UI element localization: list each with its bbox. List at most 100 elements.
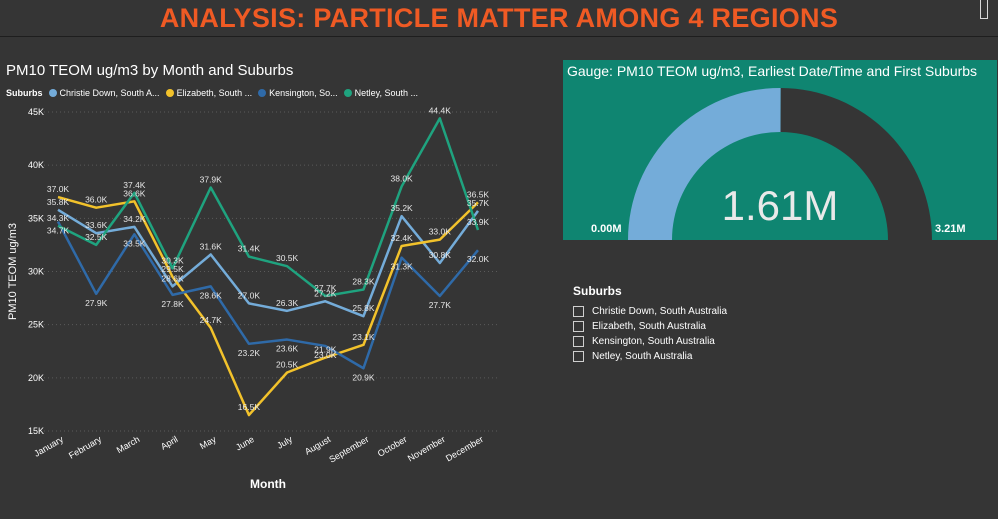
y-tick-label: 35K xyxy=(28,213,44,223)
scroll-handle[interactable] xyxy=(980,0,988,19)
line-chart[interactable]: 15K 20K 25K 30K 35K 40K 45K PM10 TEOM ug/m3 Janu… xyxy=(0,100,540,519)
legend-item-christie[interactable]: Christie Down, South A... xyxy=(48,88,160,98)
gauge-value-label: 1.61M xyxy=(722,182,839,229)
data-label: 34.7K xyxy=(47,226,70,236)
y-tick-label: 25K xyxy=(28,320,44,330)
x-tick-label: December xyxy=(444,434,485,463)
data-label: 23.1K xyxy=(352,332,375,342)
data-label: 36.0K xyxy=(85,195,108,205)
data-label: 27.0K xyxy=(238,290,261,300)
series-line-kensington xyxy=(56,220,479,370)
data-label: 26.3K xyxy=(276,298,299,308)
data-label: 31.6K xyxy=(200,241,223,251)
data-label: 34.3K xyxy=(47,213,70,223)
data-label: 35.8K xyxy=(47,197,70,207)
data-label: 33.6K xyxy=(85,220,108,230)
y-tick-label: 40K xyxy=(28,160,44,170)
series-line-netley xyxy=(57,117,480,298)
data-label: 32.5K xyxy=(85,232,108,242)
gauge-chart: 1.61M 0.00M 3.21M xyxy=(591,88,966,240)
x-tick-label: September xyxy=(327,434,370,465)
legend-title: Suburbs xyxy=(6,88,43,98)
slicer-item-label: Christie Down, South Australia xyxy=(592,306,728,317)
x-tick-label: October xyxy=(376,434,409,459)
y-tick-label: 30K xyxy=(28,267,44,277)
slicer-item-christie[interactable]: Christie Down, South Australia xyxy=(573,304,727,319)
legend-label: Kensington, So... xyxy=(269,88,338,98)
data-label: 25.8K xyxy=(352,303,375,313)
slicer-item-kensington[interactable]: Kensington, South Australia xyxy=(573,334,727,349)
data-label: 28.3K xyxy=(352,277,375,287)
data-label: 23.2K xyxy=(238,348,261,358)
data-label: 21.9K xyxy=(314,345,337,355)
data-label: 16.5K xyxy=(238,402,261,412)
data-label: 35.2K xyxy=(391,203,414,213)
data-label: 32.4K xyxy=(391,233,414,243)
data-label: 20.5K xyxy=(276,360,299,370)
data-label: 30.5K xyxy=(276,253,299,263)
y-axis-title: PM10 TEOM ug/m3 xyxy=(7,223,19,320)
slicer-item-label: Netley, South Australia xyxy=(592,351,693,362)
x-tick-label: July xyxy=(275,434,294,451)
legend-dot xyxy=(258,89,267,97)
slicer-item-label: Elizabeth, South Australia xyxy=(592,321,706,332)
x-tick-label: June xyxy=(234,434,256,452)
gauge-value-arc xyxy=(628,88,781,240)
data-label: 31.3K xyxy=(391,262,414,272)
legend-item-kensington[interactable]: Kensington, So... xyxy=(258,88,338,98)
data-label: 24.7K xyxy=(200,315,223,325)
suburbs-slicer: Suburbs Christie Down, South Australia E… xyxy=(573,284,727,364)
data-label: 29.5K xyxy=(161,264,184,274)
data-label: 35.7K xyxy=(467,198,490,208)
gauge-track-arc xyxy=(780,88,932,240)
data-label: 37.0K xyxy=(47,184,70,194)
data-label: 38.0K xyxy=(391,173,414,183)
data-label: 27.9K xyxy=(85,298,108,308)
data-label: 20.9K xyxy=(352,372,375,382)
legend-dot xyxy=(343,89,352,97)
checkbox[interactable] xyxy=(573,336,584,347)
data-label: 37.9K xyxy=(200,174,223,184)
checkbox[interactable] xyxy=(573,321,584,332)
data-label: 23.0K xyxy=(314,350,337,360)
title-bar: ANALYSIS: PARTICLE MATTER AMONG 4 REGION… xyxy=(0,0,998,37)
gauge-panel[interactable]: 1.61M 0.00M 3.21M Gauge: PM10 TEOM ug/m3, … xyxy=(563,60,997,240)
legend-label: Christie Down, South A... xyxy=(59,88,160,98)
data-label: 30.3K xyxy=(161,255,184,265)
y-tick-label: 15K xyxy=(28,426,44,436)
data-label: 27.7K xyxy=(314,283,337,293)
data-label: 27.7K xyxy=(429,300,452,310)
line-chart-title: PM10 TEOM ug/m3 by Month and Suburbs xyxy=(6,62,294,79)
checkbox[interactable] xyxy=(573,306,584,317)
x-axis-title: Month xyxy=(250,477,286,491)
legend-dot xyxy=(48,89,57,97)
page-title: ANALYSIS: PARTICLE MATTER AMONG 4 REGION… xyxy=(159,3,839,33)
slicer-title: Suburbs xyxy=(573,284,622,298)
x-tick-label: January xyxy=(32,434,65,459)
x-tick-label: August xyxy=(303,434,333,457)
x-tick-label: November xyxy=(406,434,447,463)
gauge-max-label: 3.21M xyxy=(935,223,966,235)
legend-label: Elizabeth, South ... xyxy=(176,88,253,98)
slicer-item-label: Kensington, South Australia xyxy=(592,336,715,347)
chart-legend: Suburbs Christie Down, South A... Elizab… xyxy=(6,88,424,98)
legend-dot xyxy=(165,89,174,97)
x-tick-label: April xyxy=(159,434,180,452)
data-label: 36.6K xyxy=(123,188,146,198)
x-tick-label: May xyxy=(198,434,218,451)
data-label: 33.9K xyxy=(467,217,490,227)
data-label: 31.4K xyxy=(238,244,261,254)
legend-item-netley[interactable]: Netley, South ... xyxy=(343,88,419,98)
data-label: 44.4K xyxy=(429,105,452,115)
slicer-item-elizabeth[interactable]: Elizabeth, South Australia xyxy=(573,319,727,334)
y-tick-label: 20K xyxy=(28,373,44,383)
legend-label: Netley, South ... xyxy=(354,88,419,98)
data-label: 34.2K xyxy=(123,214,146,224)
legend-item-elizabeth[interactable]: Elizabeth, South ... xyxy=(165,88,253,98)
slicer-item-netley[interactable]: Netley, South Australia xyxy=(573,349,727,364)
data-label: 27.8K xyxy=(161,299,184,309)
x-tick-label: February xyxy=(67,434,104,461)
data-label: 32.0K xyxy=(467,254,490,264)
checkbox[interactable] xyxy=(573,351,584,362)
data-label: 37.4K xyxy=(123,180,146,190)
